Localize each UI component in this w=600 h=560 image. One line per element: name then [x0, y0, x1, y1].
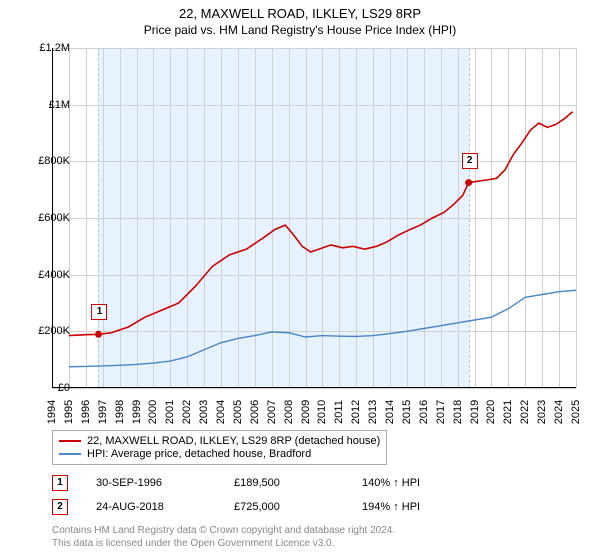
legend-box: 22, MAXWELL ROAD, ILKLEY, LS29 8RP (deta… [52, 430, 387, 465]
x-tick-label: 1999 [131, 400, 143, 424]
legend-label: 22, MAXWELL ROAD, ILKLEY, LS29 8RP (deta… [87, 435, 380, 447]
x-tick-label: 2019 [469, 400, 481, 424]
x-tick-label: 2025 [570, 400, 582, 424]
x-tick-label: 2002 [181, 400, 193, 424]
y-tick-label: £400K [26, 269, 70, 281]
x-tick-label: 1998 [114, 400, 126, 424]
x-tick-label: 1997 [97, 400, 109, 424]
x-tick-label: 2008 [283, 400, 295, 424]
x-tick-label: 2000 [147, 400, 159, 424]
x-tick-label: 2013 [367, 400, 379, 424]
x-tick-label: 2004 [215, 400, 227, 424]
x-tick-label: 2011 [333, 400, 345, 424]
chart-container: 22, MAXWELL ROAD, ILKLEY, LS29 8RP Price… [0, 0, 600, 560]
sale-date: 30-SEP-1996 [96, 477, 206, 489]
x-tick-label: 2014 [384, 400, 396, 424]
x-tick-label: 1995 [63, 400, 75, 424]
sales-table: 1 30-SEP-1996 £189,500 140% ↑ HPI 2 24-AUG-20… [52, 475, 482, 523]
footer-line1: Contains HM Land Registry data © Crown c… [52, 524, 395, 537]
x-tick-label: 2024 [553, 400, 565, 424]
sale-row: 1 30-SEP-1996 £189,500 140% ↑ HPI [52, 475, 482, 491]
sale-marker-box: 1 [91, 304, 107, 320]
x-tick-label: 2021 [502, 400, 514, 424]
x-tick-label: 2022 [519, 400, 531, 424]
line-layer [52, 48, 576, 388]
legend-swatch [59, 440, 81, 442]
x-tick-label: 1996 [80, 400, 92, 424]
grid-line-v [576, 48, 577, 388]
sale-price: £189,500 [234, 477, 334, 489]
sale-marker-dot [465, 179, 472, 186]
sale-row-marker: 1 [52, 475, 68, 491]
chart-subtitle: Price paid vs. HM Land Registry's House … [0, 21, 600, 37]
legend-label: HPI: Average price, detached house, Brad… [87, 448, 311, 460]
sale-row: 2 24-AUG-2018 £725,000 194% ↑ HPI [52, 499, 482, 515]
y-tick-label: £1.2M [26, 42, 70, 54]
series-line [69, 112, 573, 336]
plot-area: 12 [52, 48, 576, 388]
chart-title: 22, MAXWELL ROAD, ILKLEY, LS29 8RP [0, 0, 600, 21]
x-tick-label: 2016 [418, 400, 430, 424]
legend: 22, MAXWELL ROAD, ILKLEY, LS29 8RP (deta… [52, 430, 576, 465]
x-tick-label: 2006 [249, 400, 261, 424]
x-tick-label: 2017 [435, 400, 447, 424]
legend-item: HPI: Average price, detached house, Brad… [59, 448, 380, 460]
legend-swatch [59, 453, 81, 455]
sale-row-marker: 2 [52, 499, 68, 515]
y-tick-label: £800K [26, 155, 70, 167]
x-tick-label: 2023 [536, 400, 548, 424]
grid-line-h [52, 388, 576, 389]
x-tick-label: 2003 [198, 400, 210, 424]
sale-pct: 194% ↑ HPI [362, 501, 482, 513]
x-tick-label: 2015 [401, 400, 413, 424]
x-tick-label: 2009 [300, 400, 312, 424]
x-tick-label: 2018 [452, 400, 464, 424]
x-tick-label: 2005 [232, 400, 244, 424]
legend-item: 22, MAXWELL ROAD, ILKLEY, LS29 8RP (deta… [59, 435, 380, 447]
x-tick-label: 1994 [46, 400, 58, 424]
x-tick-label: 2010 [316, 400, 328, 424]
sale-date: 24-AUG-2018 [96, 501, 206, 513]
footer-line2: This data is licensed under the Open Gov… [52, 537, 395, 550]
footer: Contains HM Land Registry data © Crown c… [52, 524, 395, 550]
sale-price: £725,000 [234, 501, 334, 513]
x-tick-label: 2001 [164, 400, 176, 424]
y-tick-label: £600K [26, 212, 70, 224]
series-line [69, 290, 576, 367]
y-tick-label: £0 [26, 382, 70, 394]
sale-marker-dot [95, 331, 102, 338]
x-tick-label: 2020 [485, 400, 497, 424]
y-tick-label: £1M [26, 99, 70, 111]
sale-marker-box: 2 [462, 153, 478, 169]
sale-pct: 140% ↑ HPI [362, 477, 482, 489]
x-tick-label: 2012 [350, 400, 362, 424]
x-tick-label: 2007 [266, 400, 278, 424]
y-tick-label: £200K [26, 325, 70, 337]
